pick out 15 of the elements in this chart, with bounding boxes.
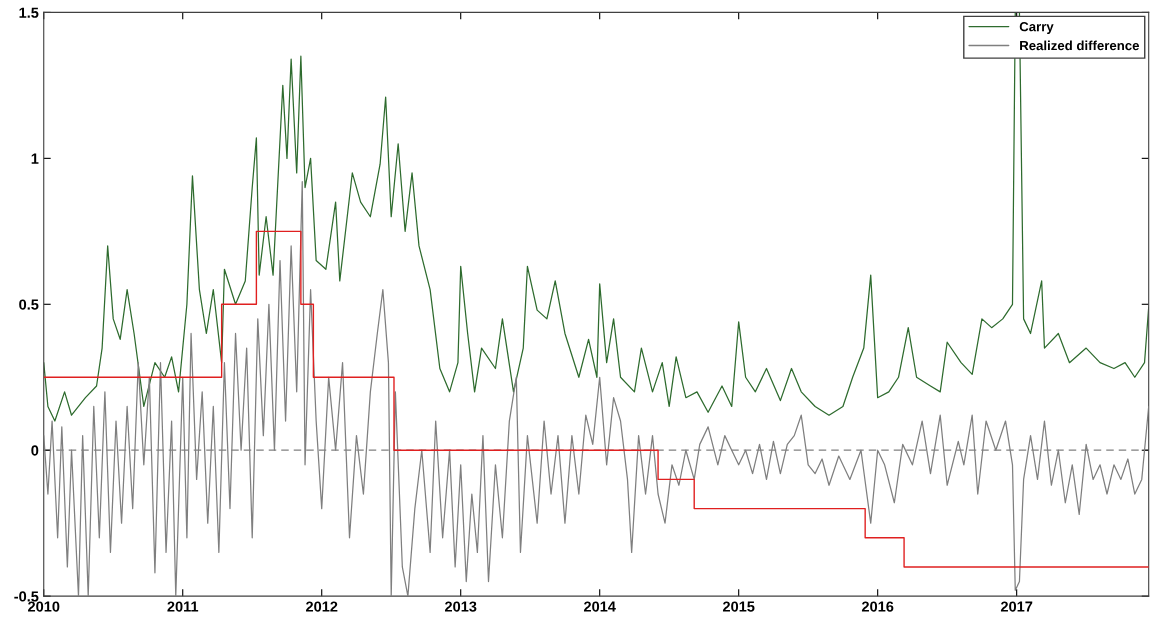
- y-tick-label: -0.5: [14, 591, 39, 602]
- x-tick-label: 2010: [28, 601, 60, 612]
- x-tick-label: 2016: [861, 601, 894, 612]
- x-tick-label: 2015: [722, 601, 755, 612]
- x-tick-label: 2013: [444, 601, 477, 612]
- y-tick-label: 0.5: [19, 299, 39, 310]
- x-tick-label: 2012: [306, 601, 338, 612]
- y-tick-label: 1.5: [19, 7, 39, 18]
- legend-label: Carry: [1019, 22, 1054, 34]
- x-tick-label: 2014: [583, 601, 616, 612]
- x-tick-label: 2011: [167, 601, 199, 612]
- y-tick-label: 1: [31, 153, 39, 164]
- legend-label: Realized difference: [1020, 40, 1140, 51]
- y-tick-label: 0: [31, 445, 39, 456]
- x-tick-label: 2017: [1000, 601, 1033, 612]
